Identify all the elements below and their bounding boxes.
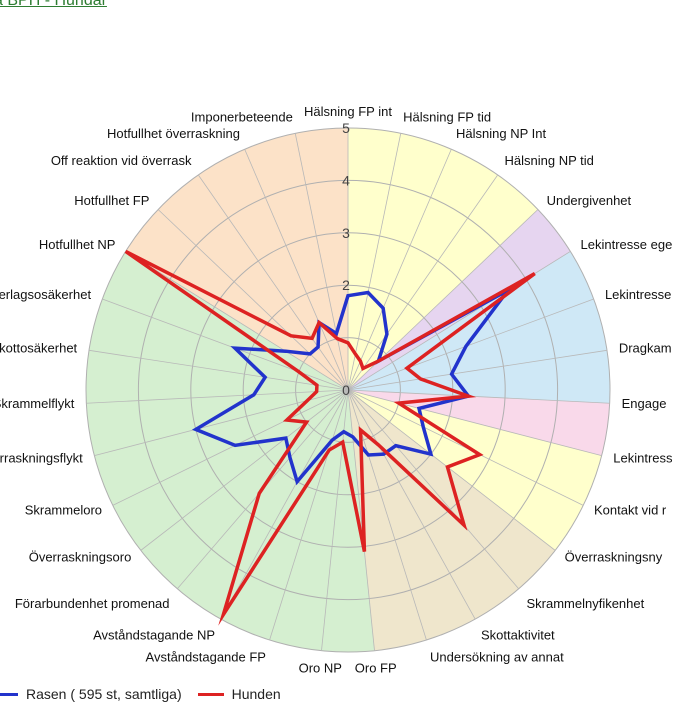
grid-spoke (347, 389, 375, 651)
grid-spoke (347, 389, 602, 457)
background-zone-6 (86, 251, 375, 652)
legend-item-hunden: Hunden (197, 686, 281, 702)
category-label: Oro FP (355, 661, 397, 676)
grid-spoke (157, 209, 349, 391)
category-label: Hotfullhet NP (39, 237, 116, 252)
legend-label-rasen: Rasen ( 595 st, samtliga) (26, 686, 182, 702)
background-zone-4 (348, 390, 602, 551)
category-label: Skrammeloro (25, 503, 102, 518)
background-zones (86, 128, 610, 652)
category-label: Hotfullhet FP (74, 193, 149, 208)
legend-label-hunden: Hunden (231, 686, 281, 702)
grid-spoke (244, 149, 349, 391)
category-label: Off reaktion vid överrask (51, 153, 192, 168)
grid-spoke (347, 298, 594, 391)
header-link[interactable]: a BPH - Hundar (0, 0, 107, 9)
grid-spoke (347, 174, 499, 391)
legend: Rasen ( 595 st, samtliga) Hunden (0, 686, 297, 702)
grid-spoke (347, 389, 519, 590)
grid-spoke (347, 149, 452, 391)
category-label: Engage (622, 396, 667, 411)
grid-spoke (347, 389, 610, 404)
background-zone-5 (348, 390, 556, 651)
grid-spoke (347, 349, 608, 391)
category-label: kottosäkerhet (0, 341, 78, 356)
background-zone-3 (348, 390, 610, 456)
tick-label: 3 (342, 225, 350, 241)
tick-labels: 0 2 3 4 5 (342, 120, 350, 398)
category-label: Imponerbeteende (191, 110, 293, 125)
legend-swatch-hunden (197, 692, 224, 696)
category-label: Undersökning av annat (430, 649, 564, 664)
background-zone-0 (348, 128, 538, 390)
category-label: Skrammelflykt (0, 396, 75, 411)
grid-spoke (347, 133, 402, 391)
grid-spoke (220, 389, 349, 620)
background-zone-7 (125, 128, 348, 390)
grid-spoke (125, 251, 349, 391)
grid-spoke (269, 389, 349, 641)
tick-label: 0 (342, 382, 350, 398)
category-label: Hälsning FP tid (403, 110, 491, 125)
grid-spoke (112, 389, 349, 506)
grid-spoke (347, 389, 556, 551)
grid-spoke (140, 389, 349, 551)
series-lines (124, 249, 536, 626)
category-label: Avståndstagande FP (146, 649, 266, 664)
category-label: Skottaktivitet (481, 628, 555, 643)
category-label: Undergivenhet (547, 193, 632, 208)
category-label: Lekintress (613, 451, 673, 466)
grid-spoke (86, 389, 349, 404)
category-label: Skrammelnyfikenhet (526, 596, 644, 611)
legend-item-rasen: Rasen ( 595 st, samtliga) (0, 686, 182, 702)
grid-spoke (88, 349, 349, 391)
category-label: Lekintresse ege (581, 237, 673, 252)
category-label: Hälsning FP int (304, 104, 392, 119)
category-label: Lekintresse (605, 287, 671, 302)
category-label: Oro NP (299, 661, 342, 676)
category-label: Kontakt vid r (594, 503, 667, 518)
category-label: Överraskningsoro (29, 550, 132, 565)
tick-label: 5 (342, 120, 350, 136)
category-label: Hotfullhet överraskning (107, 126, 240, 141)
grid-spoke (102, 298, 349, 391)
tick-label: 4 (342, 172, 350, 188)
series-line-hunden (124, 249, 536, 626)
category-label: rraskningsflykt (0, 451, 83, 466)
grid-spoke (294, 133, 349, 391)
category-label: Hälsning NP Int (456, 126, 546, 141)
category-label: Avståndstagande NP (93, 628, 215, 643)
category-label: Dragkam (619, 341, 672, 356)
category-label: erlagsosäkerhet (0, 287, 91, 302)
legend-swatch-rasen (0, 692, 18, 696)
category-label: Överraskningsny (565, 550, 663, 565)
category-label: Hälsning NP tid (505, 153, 594, 168)
category-label: Förarbundenhet promenad (15, 596, 170, 611)
background-zone-1 (348, 209, 571, 390)
grid-spoke (197, 174, 349, 391)
tick-label: 2 (342, 277, 350, 293)
grid-spoke (347, 389, 476, 620)
